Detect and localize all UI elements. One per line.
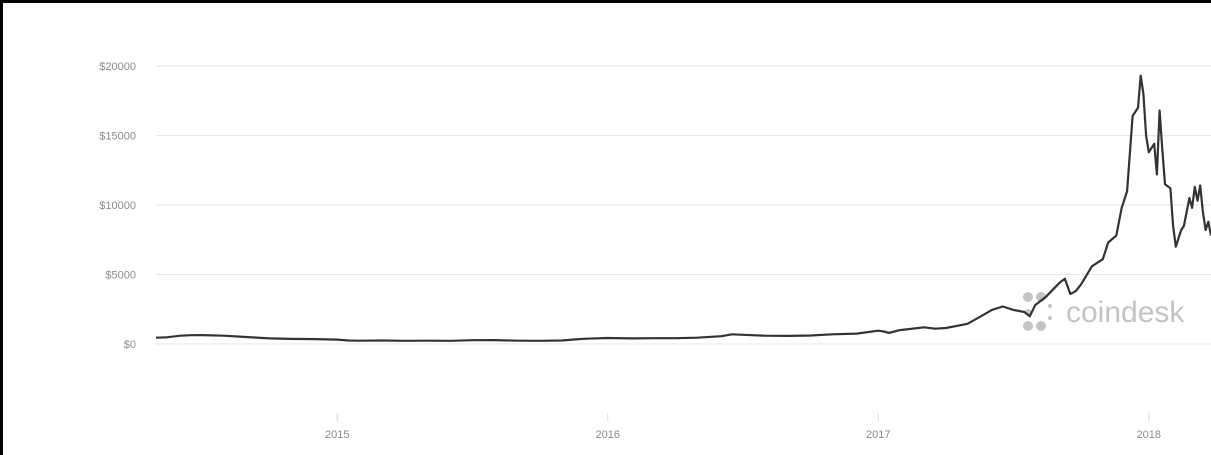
y-tick-label: $20000 <box>99 61 136 73</box>
grid-layer <box>156 65 1211 345</box>
y-tick-label: $10000 <box>99 200 136 212</box>
x-axis: 2015 2016 2017 2018 <box>325 413 1161 441</box>
y-tick-label: $0 <box>124 339 136 351</box>
y-axis: $20000 $15000 $10000 $5000 $0 <box>99 61 136 351</box>
y-tick-label: $15000 <box>99 131 136 143</box>
x-tick-label: 2018 <box>1137 429 1161 441</box>
x-tick-label: 2016 <box>596 429 620 441</box>
coindesk-watermark: coindesk <box>1023 292 1185 331</box>
price-series-line <box>155 74 1211 342</box>
x-tick-label: 2015 <box>325 429 349 441</box>
coindesk-logo-icon <box>1023 292 1052 331</box>
x-tick-label: 2017 <box>866 429 890 441</box>
watermark-text: coindesk <box>1066 296 1185 329</box>
y-tick-label: $5000 <box>105 270 136 282</box>
